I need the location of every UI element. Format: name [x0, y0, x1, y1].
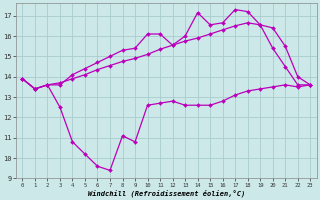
X-axis label: Windchill (Refroidissement éolien,°C): Windchill (Refroidissement éolien,°C) [88, 189, 245, 197]
